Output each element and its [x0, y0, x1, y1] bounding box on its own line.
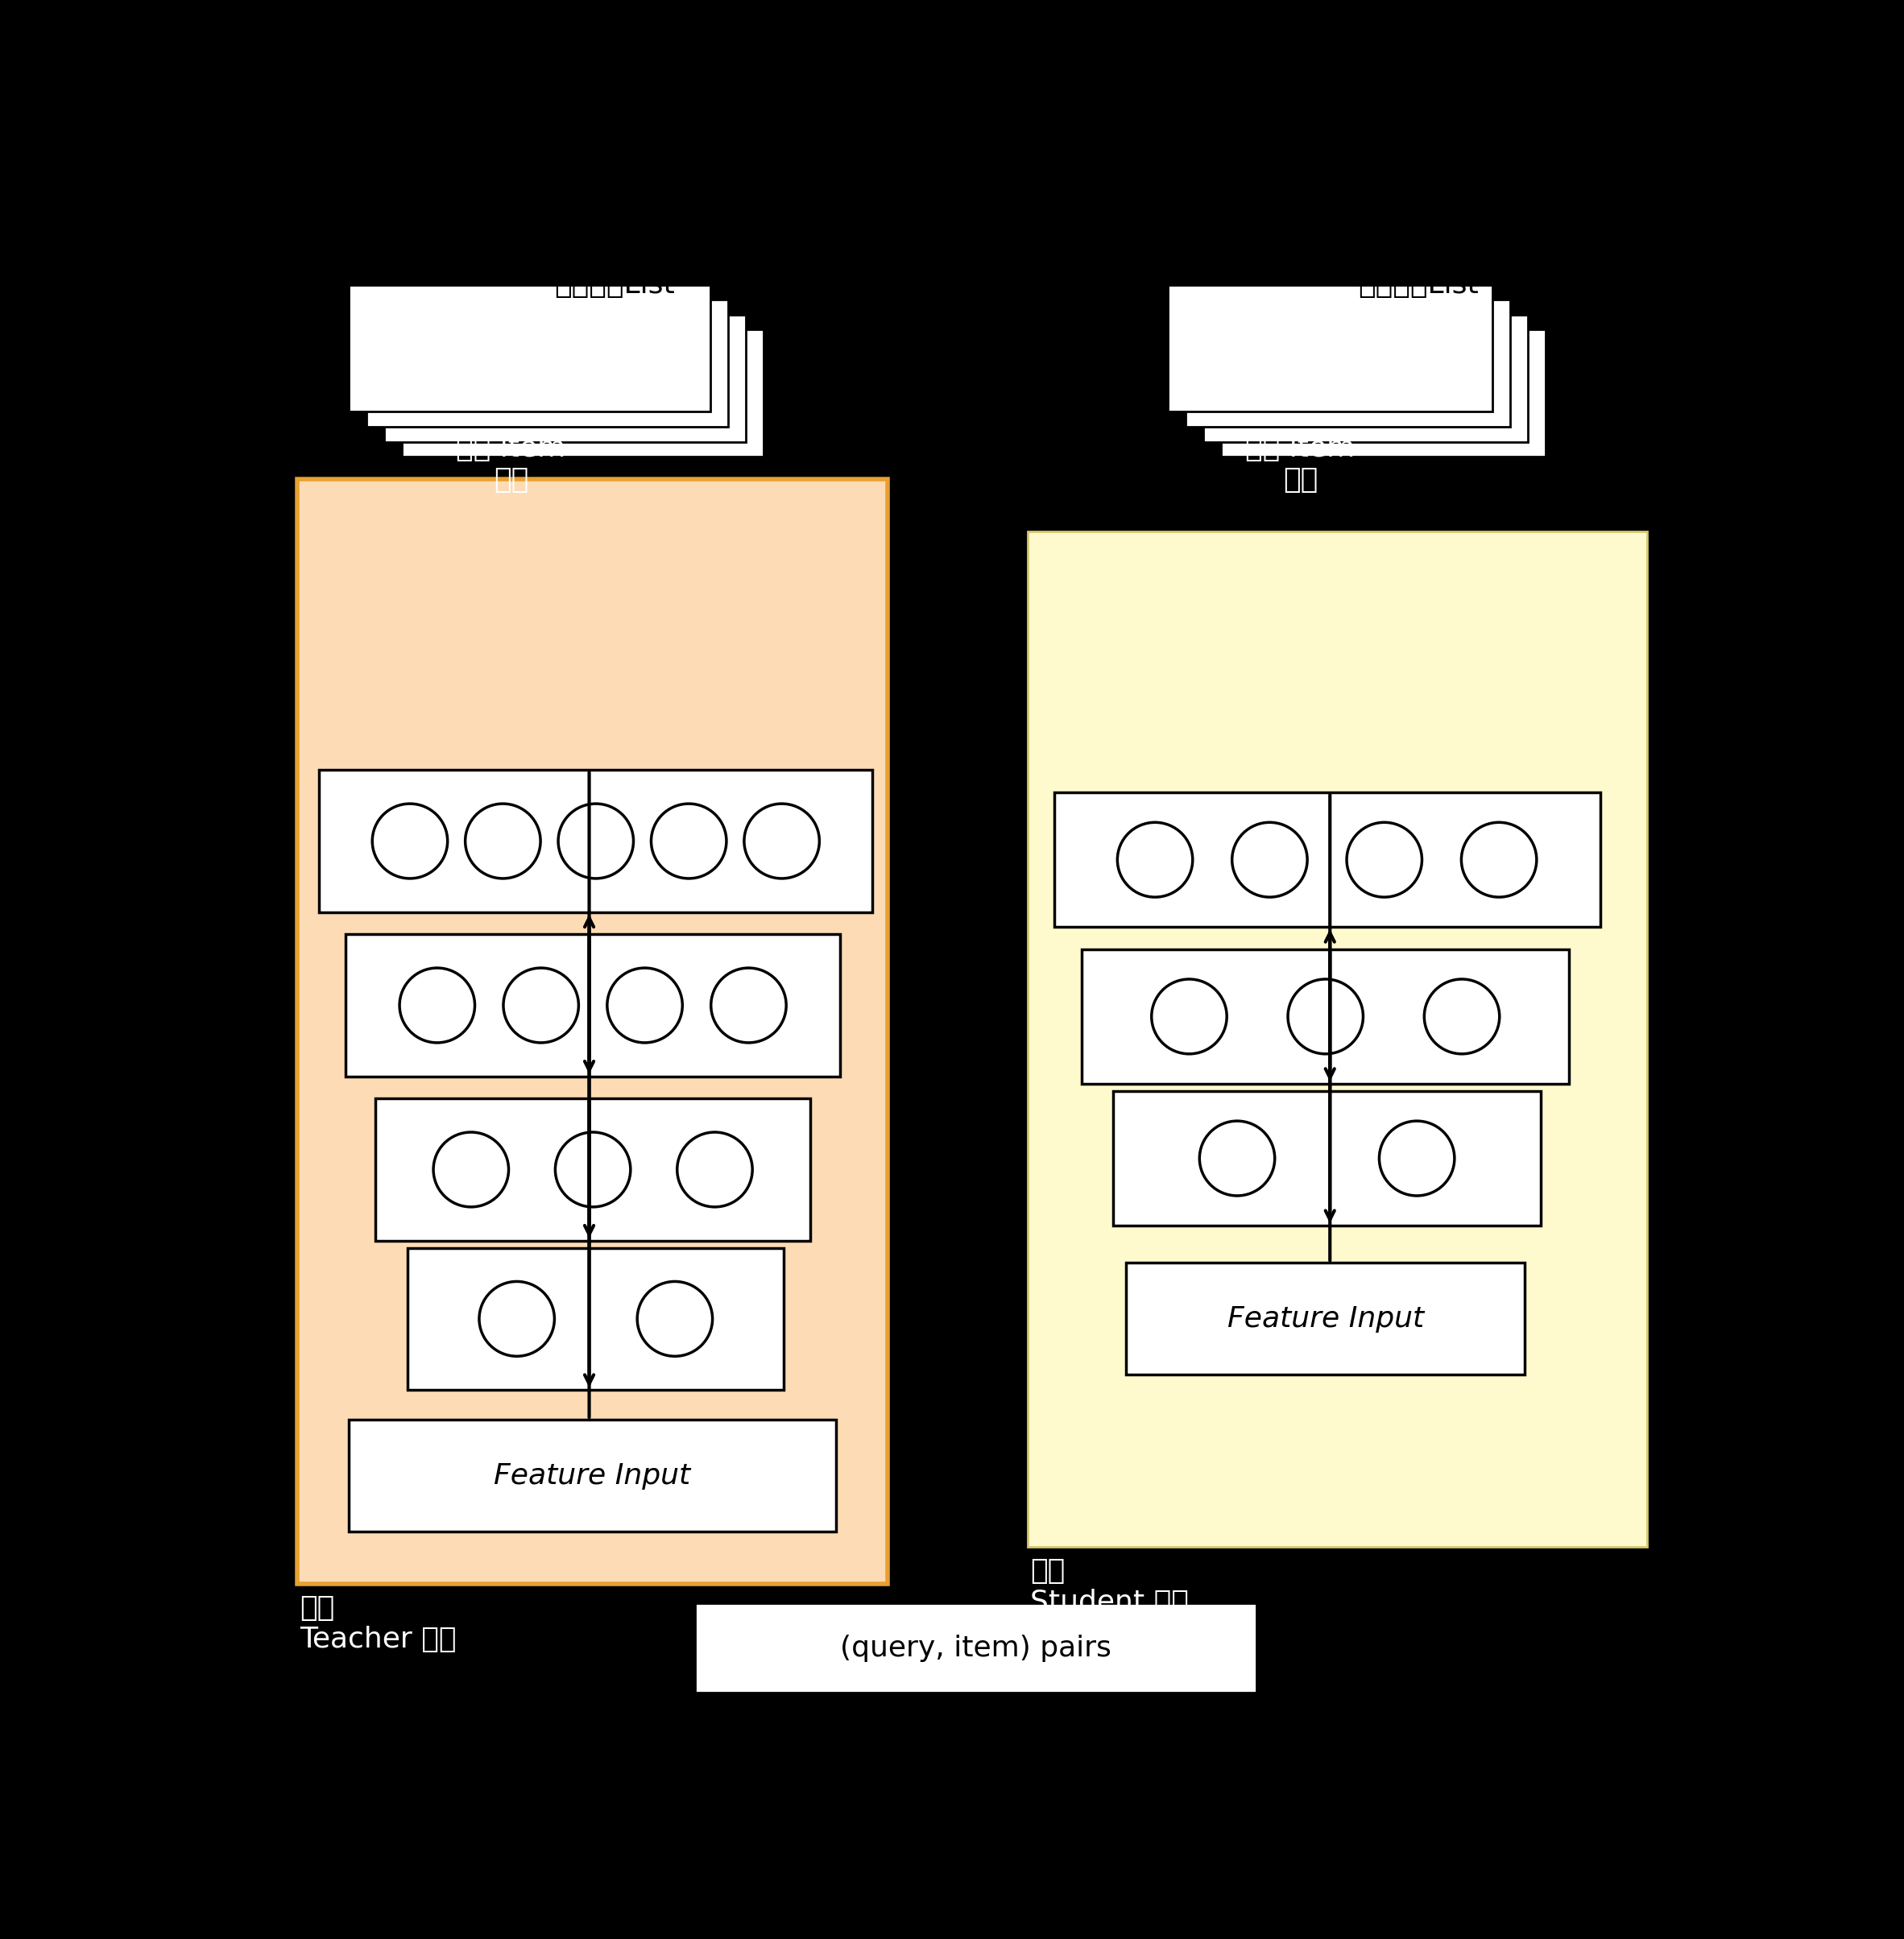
Ellipse shape: [1346, 822, 1422, 898]
Text: 粗排
Student 模型: 粗排 Student 模型: [1030, 1557, 1188, 1615]
Ellipse shape: [1462, 822, 1537, 898]
Ellipse shape: [1232, 822, 1308, 898]
Text: 粗排排序List: 粗排排序List: [1358, 271, 1479, 299]
Bar: [1203, 314, 1527, 442]
Ellipse shape: [638, 1282, 712, 1355]
Text: 粗排 item
分数: 粗排 item 分数: [1245, 434, 1356, 494]
Bar: [348, 1419, 836, 1532]
Bar: [402, 330, 764, 458]
Ellipse shape: [744, 803, 819, 878]
Text: 精排
Teacher 模型: 精排 Teacher 模型: [301, 1594, 457, 1654]
Ellipse shape: [434, 1132, 508, 1206]
Bar: [695, 1604, 1257, 1693]
Text: Feature Input: Feature Input: [1228, 1305, 1424, 1332]
Text: (query, item) pairs: (query, item) pairs: [840, 1635, 1112, 1662]
Ellipse shape: [607, 968, 682, 1043]
Bar: [1127, 1262, 1525, 1375]
Ellipse shape: [1424, 979, 1500, 1055]
Text: Feature Input: Feature Input: [493, 1462, 691, 1489]
Bar: [347, 935, 840, 1076]
Bar: [320, 770, 872, 911]
Bar: [348, 285, 710, 411]
Bar: [1081, 950, 1569, 1084]
Ellipse shape: [465, 803, 541, 878]
Ellipse shape: [651, 803, 727, 878]
Ellipse shape: [710, 968, 786, 1043]
Ellipse shape: [678, 1132, 752, 1206]
Ellipse shape: [558, 803, 634, 878]
Bar: [366, 301, 727, 427]
Text: 精排排序List: 精排排序List: [554, 271, 674, 299]
Ellipse shape: [503, 968, 579, 1043]
Bar: [385, 314, 746, 442]
Ellipse shape: [1118, 822, 1192, 898]
Ellipse shape: [1152, 979, 1226, 1055]
Ellipse shape: [480, 1282, 554, 1355]
Bar: [1055, 793, 1599, 927]
Bar: [1114, 1092, 1540, 1225]
Ellipse shape: [373, 803, 447, 878]
Bar: [1028, 531, 1647, 1547]
Bar: [1186, 301, 1510, 427]
Text: 精排 item
分数: 精排 item 分数: [457, 434, 565, 494]
Bar: [407, 1249, 784, 1390]
Bar: [1220, 330, 1546, 458]
Ellipse shape: [556, 1132, 630, 1206]
Ellipse shape: [1200, 1121, 1276, 1196]
Bar: [375, 1099, 811, 1241]
Ellipse shape: [1287, 979, 1363, 1055]
Bar: [297, 479, 887, 1584]
Bar: [1167, 285, 1493, 411]
Ellipse shape: [1378, 1121, 1455, 1196]
Ellipse shape: [400, 968, 474, 1043]
